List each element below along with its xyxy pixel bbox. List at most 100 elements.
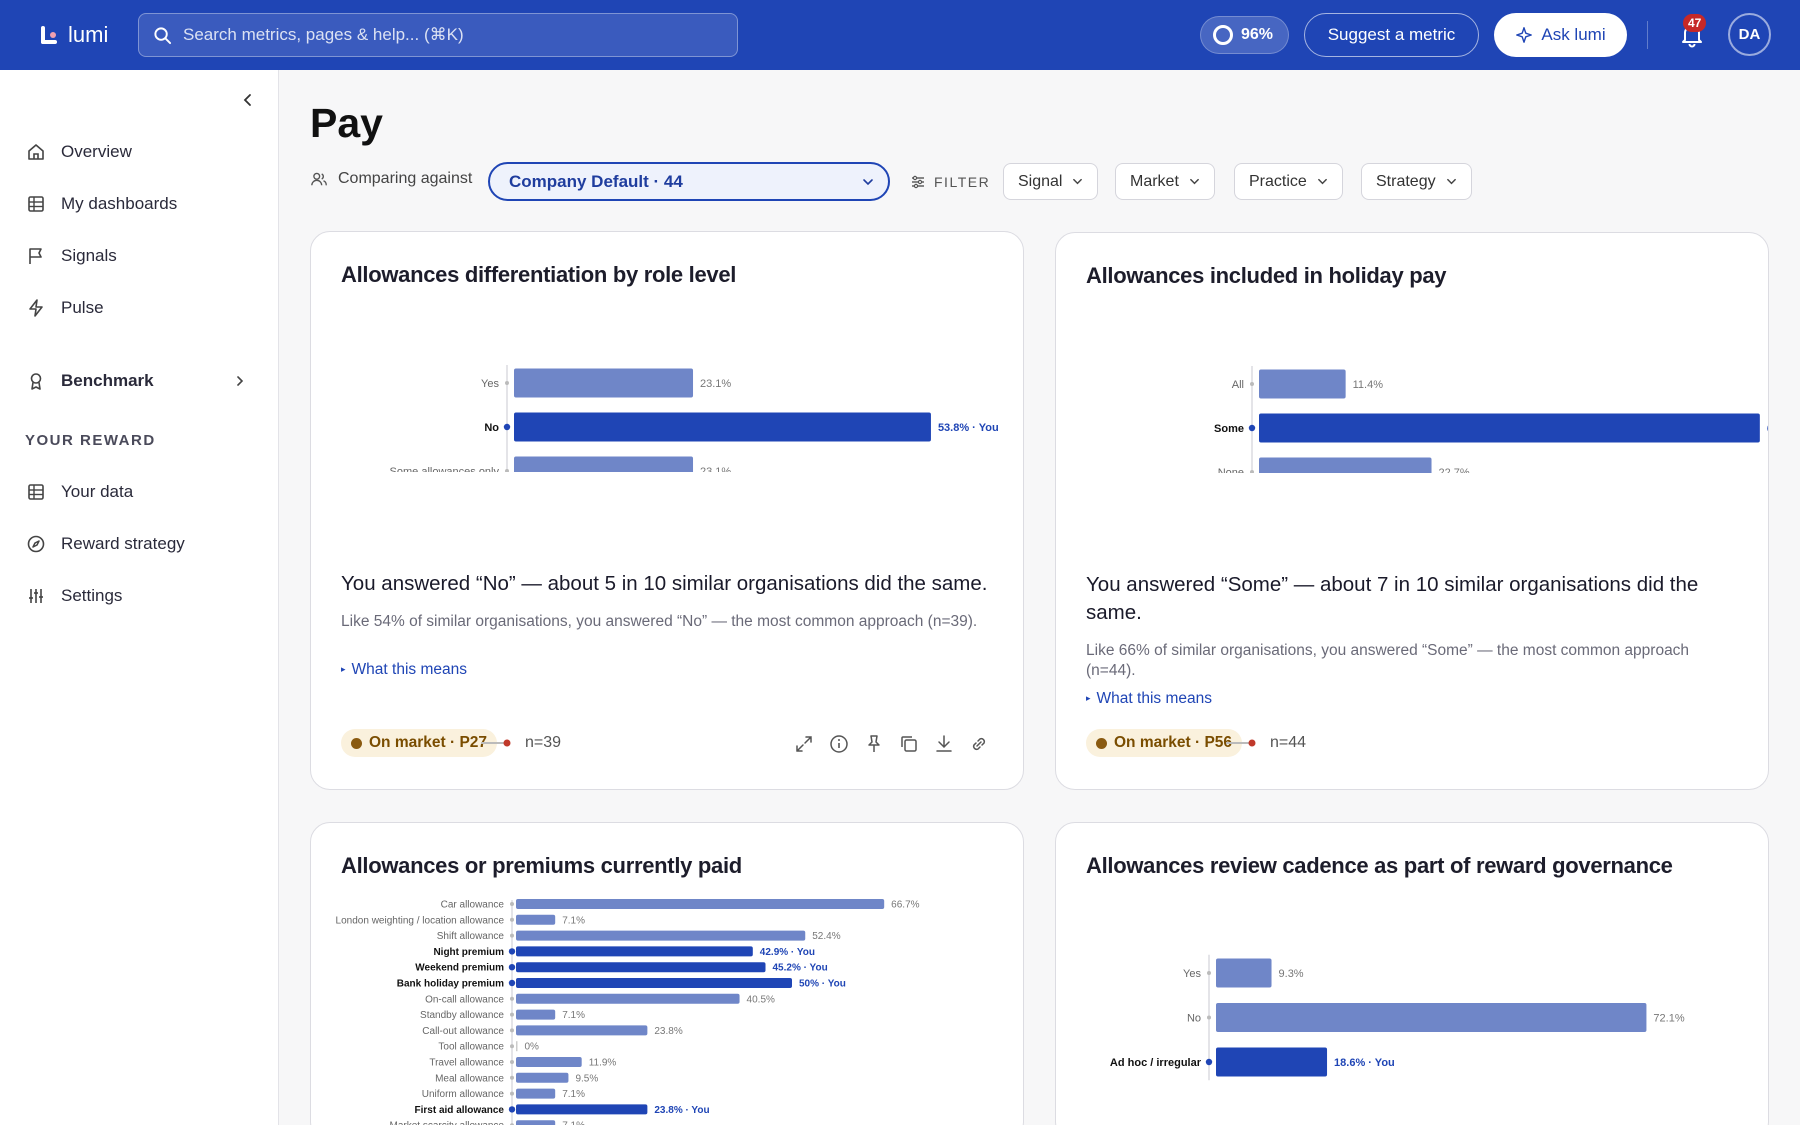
lumi-logo[interactable]: lumi <box>38 22 108 48</box>
card-headline: You answered “No” — about 5 in 10 simila… <box>341 572 988 595</box>
comparison-group-select[interactable]: Company Default · 44 <box>488 162 890 201</box>
axis-marker <box>1250 382 1254 386</box>
axis-marker <box>510 933 514 938</box>
bar[interactable] <box>516 1088 556 1099</box>
value-label: 23.8% · You <box>654 1105 709 1116</box>
value-label: 7.1% <box>562 1010 585 1021</box>
download-icon[interactable] <box>933 733 955 755</box>
bar[interactable] <box>516 1009 556 1020</box>
sidebar-item-label: Reward strategy <box>61 534 185 553</box>
link-icon[interactable] <box>968 733 990 755</box>
bar[interactable] <box>1259 457 1432 474</box>
sidebar-item-benchmark[interactable]: Benchmark <box>26 369 256 393</box>
bar[interactable] <box>516 930 806 941</box>
sidebar-item-your-data[interactable]: Your data <box>26 480 133 504</box>
axis-marker <box>510 1044 514 1049</box>
axis-marker <box>510 1028 514 1033</box>
collapse-sidebar-icon[interactable] <box>240 92 256 108</box>
filter-strategy[interactable]: Strategy <box>1361 163 1472 200</box>
expand-icon[interactable] <box>793 733 815 755</box>
user-avatar[interactable]: DA <box>1728 13 1771 56</box>
info-icon[interactable] <box>828 733 850 755</box>
bar-chart: Yes 23.1% No 53.8% · You Some allowances onl… <box>390 365 999 473</box>
bar-you[interactable] <box>1259 413 1760 443</box>
bar[interactable] <box>1216 958 1272 988</box>
category-label: First aid allowance <box>415 1105 505 1116</box>
bar[interactable] <box>516 914 556 925</box>
bar-you[interactable] <box>516 946 753 957</box>
sidebar-item-pulse[interactable]: Pulse <box>26 296 104 320</box>
search-input[interactable]: Search metrics, pages & help... (⌘K) <box>138 13 738 57</box>
bar-you[interactable] <box>1216 1047 1328 1077</box>
filter-practice[interactable]: Practice <box>1234 163 1343 200</box>
what-this-means-link[interactable]: ▸ What this means <box>341 661 467 678</box>
category-label: Meal allowance <box>435 1073 504 1084</box>
sample-size: n=39 <box>525 734 562 751</box>
filter-chip-label: Practice <box>1249 172 1307 190</box>
sidebar-item-my-dashboards[interactable]: My dashboards <box>26 192 177 216</box>
flag-icon <box>29 248 42 264</box>
category-label: Some <box>1214 423 1244 435</box>
sidebar-item-label: My dashboards <box>61 194 178 213</box>
ask-lumi-button[interactable]: Ask lumi <box>1494 13 1627 57</box>
bar[interactable] <box>516 993 740 1004</box>
category-label: All <box>1232 379 1244 391</box>
axis-marker <box>508 948 516 955</box>
suggest-metric-button[interactable]: Suggest a metric <box>1304 13 1479 57</box>
bar[interactable] <box>1216 1003 1647 1032</box>
category-label: On-call allowance <box>425 994 504 1005</box>
value-label: 65.9% · You <box>1767 423 1769 435</box>
value-label: 9.5% <box>575 1073 598 1084</box>
pin-icon[interactable] <box>863 733 885 755</box>
page-title: Pay <box>310 100 383 146</box>
bar[interactable] <box>516 1120 556 1125</box>
category-label: Uniform allowance <box>422 1089 505 1100</box>
category-label: Bank holiday premium <box>397 979 504 990</box>
what-this-means-link[interactable]: ▸ What this means <box>1086 690 1212 707</box>
bar[interactable] <box>516 899 885 909</box>
filter-market[interactable]: Market <box>1115 163 1215 200</box>
category-label: No <box>484 422 499 434</box>
sidebar-item-overview[interactable]: Overview <box>26 140 132 164</box>
chevron-right-icon <box>237 376 244 386</box>
value-label: 53.8% · You <box>938 422 999 434</box>
bar[interactable] <box>1259 369 1346 399</box>
card-title: Allowances review cadence as part of rew… <box>1086 853 1673 878</box>
completion-progress[interactable]: 96% <box>1200 16 1289 54</box>
value-label: 23.8% <box>654 1026 682 1037</box>
bar-chart: Yes 9.3% No 72.1% Ad hoc / irregular 18.6% · … <box>1110 954 1685 1081</box>
bar-you[interactable] <box>516 962 766 973</box>
value-label: 66.7% <box>891 900 919 911</box>
status-text: On market · P27 <box>369 734 488 751</box>
filter-chip-label: Strategy <box>1376 172 1436 190</box>
bar[interactable] <box>516 1041 518 1052</box>
category-label: Call-out allowance <box>422 1026 504 1037</box>
progress-value: 96% <box>1241 26 1274 43</box>
axis-marker <box>510 917 514 922</box>
search-icon <box>154 27 172 45</box>
sidebar-item-signals[interactable]: Signals <box>26 244 117 268</box>
bar[interactable] <box>514 368 694 398</box>
bar[interactable] <box>516 1025 648 1036</box>
copy-icon[interactable] <box>898 733 920 755</box>
sidebar-item-settings[interactable]: Settings <box>26 584 122 608</box>
card-title: Allowances or premiums currently paid <box>341 853 742 878</box>
chevron-down-icon <box>1190 178 1199 185</box>
sidebar-item-reward-strategy[interactable]: Reward strategy <box>26 532 185 556</box>
filter-signal[interactable]: Signal <box>1003 163 1099 200</box>
category-label: Shift allowance <box>437 931 505 942</box>
progress-ring-icon <box>1213 25 1233 45</box>
metric-card-role-level: Allowances differentiation by role level… <box>310 231 1024 790</box>
top-bar: lumi Search metrics, pages & help... (⌘K… <box>0 0 1800 70</box>
bar[interactable] <box>516 1072 569 1083</box>
sidebar-item-label: Signals <box>61 246 117 265</box>
bar[interactable] <box>516 1057 582 1067</box>
category-label: Car allowance <box>441 900 505 911</box>
category-label: London weighting / location allowance <box>336 915 505 926</box>
grid-icon <box>28 484 44 500</box>
bar-you[interactable] <box>516 978 792 988</box>
bar-you[interactable] <box>516 1104 648 1115</box>
bar-you[interactable] <box>514 412 931 442</box>
filter-button[interactable]: FILTER <box>910 174 990 190</box>
bar[interactable] <box>514 456 694 473</box>
